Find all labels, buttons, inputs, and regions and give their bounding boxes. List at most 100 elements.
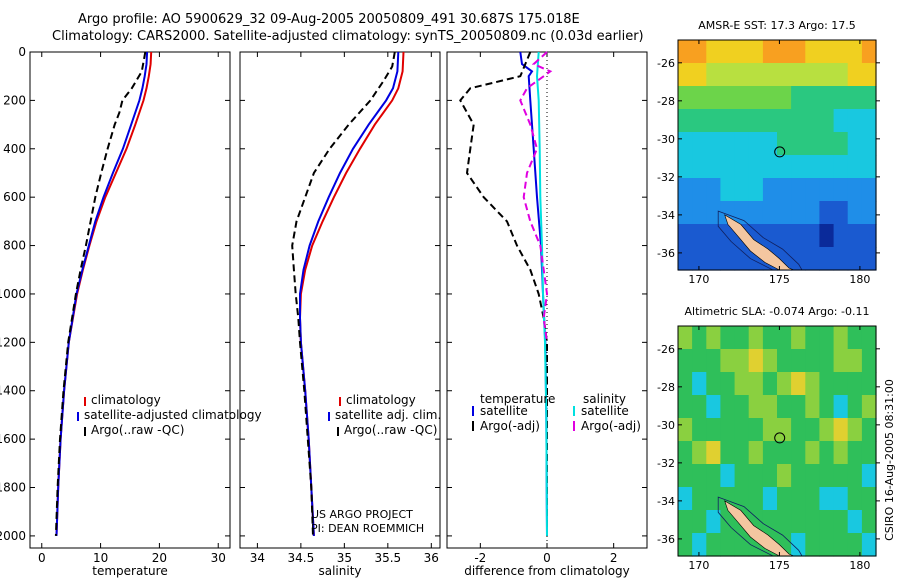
map-y-tick-label: -36: [657, 247, 675, 260]
map-cell: [791, 40, 806, 64]
map-cell: [805, 155, 820, 179]
map-cell: [720, 86, 736, 110]
map-cell: [861, 533, 877, 557]
map-cell: [692, 510, 707, 534]
map-cell: [762, 63, 778, 87]
map-cell: [805, 533, 820, 557]
map-y-tick-label: -34: [657, 495, 675, 508]
map-cell: [777, 464, 792, 488]
map-cell: [833, 372, 849, 396]
map-y-tick-label: -32: [657, 457, 675, 470]
map-cell: [819, 155, 835, 179]
map-cell: [762, 395, 778, 419]
map-cell: [748, 86, 764, 110]
map-cell: [791, 533, 806, 557]
map-cell: [805, 349, 820, 373]
map-cell: [720, 40, 736, 64]
map-cell: [706, 418, 721, 442]
x-tick-label: 10: [93, 551, 108, 565]
map-cell: [734, 247, 750, 271]
map-cell: [706, 40, 721, 64]
map-cell: [833, 86, 849, 110]
map-cell: [706, 178, 721, 202]
map-y-tick-label: -28: [657, 95, 675, 108]
map-cell: [734, 349, 750, 373]
map-cell: [748, 40, 764, 64]
y-tick-label: 1600: [0, 432, 26, 446]
map-cell: [791, 487, 806, 511]
salinity-panel: 34 34.5 35 35.5 36 salinity climatology sate…: [239, 51, 441, 578]
map-cell: [692, 63, 707, 87]
map-cell: [777, 372, 792, 396]
map-cell: [748, 349, 764, 373]
map-cell: [762, 224, 778, 248]
map-cell: [861, 224, 877, 248]
difference-series: [459, 51, 553, 548]
map-cell: [692, 372, 707, 396]
map-cell: [805, 86, 820, 110]
map-cell: [791, 178, 806, 202]
map-cell: [720, 441, 736, 465]
map-cell: [819, 86, 835, 110]
map-cell: [777, 349, 792, 373]
map-cell: [692, 178, 707, 202]
x-tick-label: 36: [424, 551, 439, 565]
map-cell: [692, 464, 707, 488]
legend-label-satellite: satellite adj. clim.: [335, 408, 441, 422]
map-cell: [805, 326, 820, 350]
map-y-tick-label: -30: [657, 133, 675, 146]
map-cell: [692, 86, 707, 110]
map-cell: [678, 132, 693, 156]
temperature-panel: 0 10 20 30 0 200 400 600 800 1000 1200 1400 1600 1800…: [0, 45, 262, 578]
map-cell: [819, 533, 835, 557]
legend-label-sal-satellite: satellite: [581, 404, 629, 418]
map-cell: [777, 395, 792, 419]
map-cell: [748, 178, 764, 202]
map-cell: [762, 178, 778, 202]
map-cell: [847, 86, 863, 110]
map-cell: [819, 224, 835, 248]
map-cell: [833, 224, 849, 248]
map-cell: [692, 418, 707, 442]
map-cell: [833, 326, 849, 350]
map-cell: [791, 86, 806, 110]
map-cell: [762, 86, 778, 110]
x-tick-label: 35: [337, 551, 352, 565]
map-cell: [762, 155, 778, 179]
map-cell: [819, 349, 835, 373]
series-line-argo-adj-: [459, 51, 548, 536]
y-tick-label: 2000: [0, 529, 26, 543]
header-title-line2: Climatology: CARS2000. Satellite-adjuste…: [52, 29, 644, 44]
map-cell: [720, 132, 736, 156]
map-cell: [791, 372, 806, 396]
series-line-satellite-adjusted-climatology: [55, 51, 149, 536]
map-cell: [847, 178, 863, 202]
map-cell: [692, 326, 707, 350]
map-cell: [791, 441, 806, 465]
map-cell: [861, 178, 877, 202]
x-tick-label: 34.5: [288, 551, 315, 565]
map-cell: [720, 326, 736, 350]
map-cell: [819, 109, 835, 133]
map-cell: [833, 349, 849, 373]
map-cell: [819, 178, 835, 202]
map-cell: [706, 395, 721, 419]
map-cell: [861, 372, 877, 396]
series-line-satellite: [535, 51, 548, 536]
map-cell: [720, 533, 736, 557]
map-cell: [734, 372, 750, 396]
map-cell: [861, 487, 877, 511]
map-cell: [861, 109, 877, 133]
map-cell: [861, 326, 877, 350]
map-cell: [805, 178, 820, 202]
map-cell: [692, 247, 707, 271]
y-tick-label: 200: [3, 93, 26, 107]
temperature-legend: climatology satellite-adjusted climatolo…: [77, 393, 262, 437]
y-tick-label: 0: [18, 45, 26, 59]
map-cell: [678, 247, 693, 271]
map-cell: [762, 40, 778, 64]
legend-label-climatology: climatology: [91, 393, 161, 407]
map-cell: [805, 63, 820, 87]
map-cell: [847, 395, 863, 419]
temperature-series: [54, 51, 153, 536]
